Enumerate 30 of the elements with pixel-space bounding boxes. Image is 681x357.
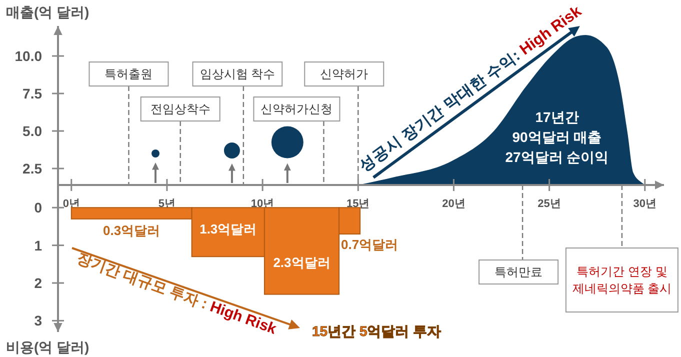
ref-line-label: 전임상착수 [150, 102, 210, 116]
y-tick-label: 2 [34, 275, 42, 291]
ref-line-label: 신약허가 [320, 67, 368, 81]
x-tick-label: 20년 [442, 198, 466, 210]
x-tick-label: 15년 [346, 198, 370, 210]
x-tick-label: 25년 [538, 198, 561, 210]
y-tick-label: 10.0 [14, 48, 42, 64]
ref-line-label: 특허출원 [104, 67, 153, 81]
ref-line-label: 임상시험 착수 [200, 67, 276, 81]
y-tick-label: 1 [34, 237, 42, 254]
data-label: 0.7억달러 [341, 237, 398, 252]
annotation: 27억달러 순이익 [505, 149, 609, 165]
ref-line-label: 특허만료 [494, 265, 543, 279]
y-tick-label: 0 [34, 200, 42, 216]
y-tick-label: 5.0 [22, 123, 42, 139]
y-tick-label: 2.5 [22, 160, 42, 176]
annotation: High Risk [208, 298, 280, 338]
y-tick-label: 7.5 [22, 86, 42, 102]
data-label: 0.3억달러 [103, 222, 160, 238]
ref-line-label: 특허기간 연장 및 제네릭의약품 출시 [572, 264, 672, 296]
y-axis-title: 비용(억 달러) [6, 339, 90, 355]
data-label: 2.3억달러 [273, 254, 330, 270]
ref-line-label: 신약허가신청 [260, 102, 333, 116]
annotation: 90억달러 매출 [512, 129, 602, 145]
x-tick-label: 30년 [633, 198, 657, 210]
y-tick-label: 3 [34, 312, 42, 329]
data-label: 1.3억달러 [200, 222, 257, 237]
annotation: 17년간 [535, 109, 579, 125]
y-axis-title: 매출(억 달러) [6, 4, 90, 20]
annotation: 15년간 5억달러 투자 [312, 323, 442, 339]
